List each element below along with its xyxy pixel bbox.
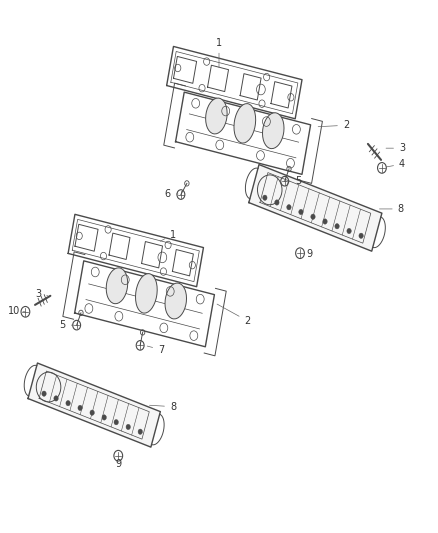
Circle shape — [299, 209, 303, 215]
Circle shape — [311, 214, 315, 220]
Circle shape — [90, 410, 94, 415]
Circle shape — [102, 415, 106, 420]
Circle shape — [54, 395, 58, 401]
Circle shape — [359, 233, 363, 238]
Text: 9: 9 — [300, 249, 312, 259]
Circle shape — [42, 391, 46, 397]
Text: 3: 3 — [35, 289, 48, 299]
Ellipse shape — [234, 103, 256, 143]
Ellipse shape — [106, 268, 128, 304]
Polygon shape — [28, 363, 160, 447]
Text: 1: 1 — [216, 38, 222, 68]
Ellipse shape — [165, 283, 187, 319]
Circle shape — [126, 424, 131, 430]
Circle shape — [347, 228, 351, 233]
Circle shape — [335, 223, 339, 229]
Text: 6: 6 — [165, 189, 178, 199]
Text: 3: 3 — [386, 143, 405, 153]
Circle shape — [263, 195, 267, 200]
Text: 9: 9 — [115, 456, 121, 469]
Ellipse shape — [135, 273, 157, 313]
Circle shape — [275, 200, 279, 205]
Circle shape — [78, 405, 82, 410]
Text: 7: 7 — [147, 345, 164, 354]
Circle shape — [138, 429, 142, 434]
Text: 8: 8 — [379, 204, 404, 214]
Text: 4: 4 — [386, 159, 405, 169]
Circle shape — [114, 419, 118, 425]
Text: 2: 2 — [318, 120, 349, 130]
Text: 5: 5 — [60, 320, 74, 330]
Ellipse shape — [262, 113, 284, 149]
Text: 2: 2 — [217, 304, 251, 326]
Circle shape — [66, 400, 70, 406]
Text: 5: 5 — [289, 176, 302, 186]
Ellipse shape — [206, 98, 227, 134]
Text: 10: 10 — [8, 306, 25, 316]
Text: 1: 1 — [160, 230, 176, 241]
Polygon shape — [249, 165, 382, 251]
Circle shape — [323, 219, 327, 224]
Text: 8: 8 — [149, 402, 176, 411]
Circle shape — [287, 205, 291, 210]
